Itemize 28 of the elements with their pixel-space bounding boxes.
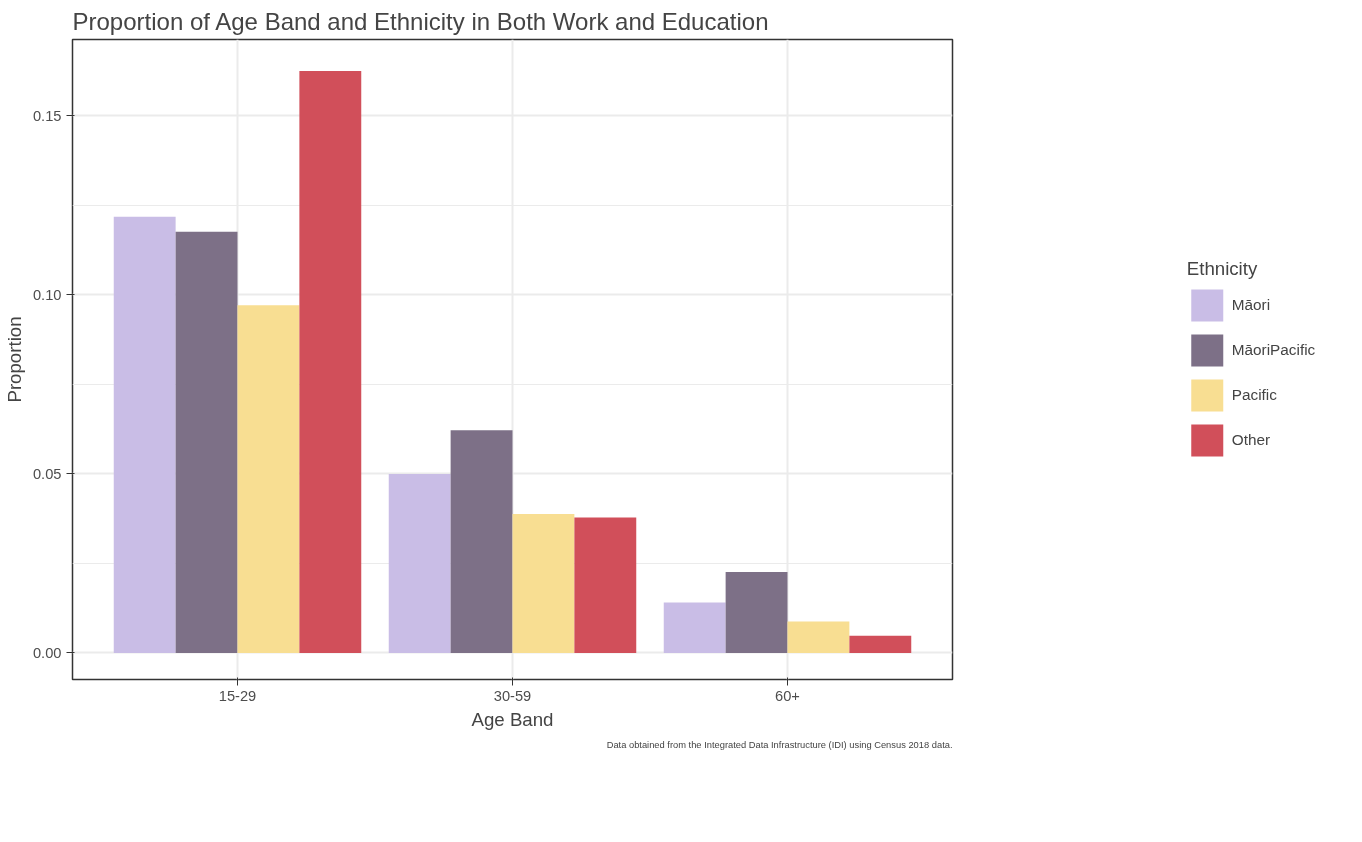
x-tick-label: 30-59 [493,687,532,704]
bar [787,621,850,653]
bar [113,216,176,653]
bar [725,572,788,653]
legend-label: Māori [1231,296,1271,314]
bar [450,430,513,653]
chart-title: Proportion of Age Band and Ethnicity in Both Work and Education [72,7,769,35]
legend-title: Ethnicity [1186,258,1259,280]
legend-label: MāoriPacific [1231,341,1316,359]
bar [237,305,300,653]
y-tick-label: 0.15 [32,107,62,124]
bar [175,231,238,653]
x-tick-label: 15-29 [218,687,257,704]
bar [849,635,912,653]
bar [299,71,362,653]
y-tick-label: 0.00 [32,645,62,661]
legend-label: Other [1231,431,1271,449]
bar [574,517,637,653]
legend-label: Pacific [1231,386,1277,404]
y-tick-label: 0.05 [32,465,62,482]
y-tick-label: 0.10 [32,286,62,303]
bar [388,473,451,653]
x-tick-label: 60+ [775,687,800,704]
y-axis-title: Proportion [3,316,25,403]
text: Data obtained from the Integrated Data Infrastructure (IDI) using Census 2018 data. [606,739,953,750]
bar [663,602,726,653]
x-axis-title: Age Band [471,708,554,730]
bar [512,514,575,653]
